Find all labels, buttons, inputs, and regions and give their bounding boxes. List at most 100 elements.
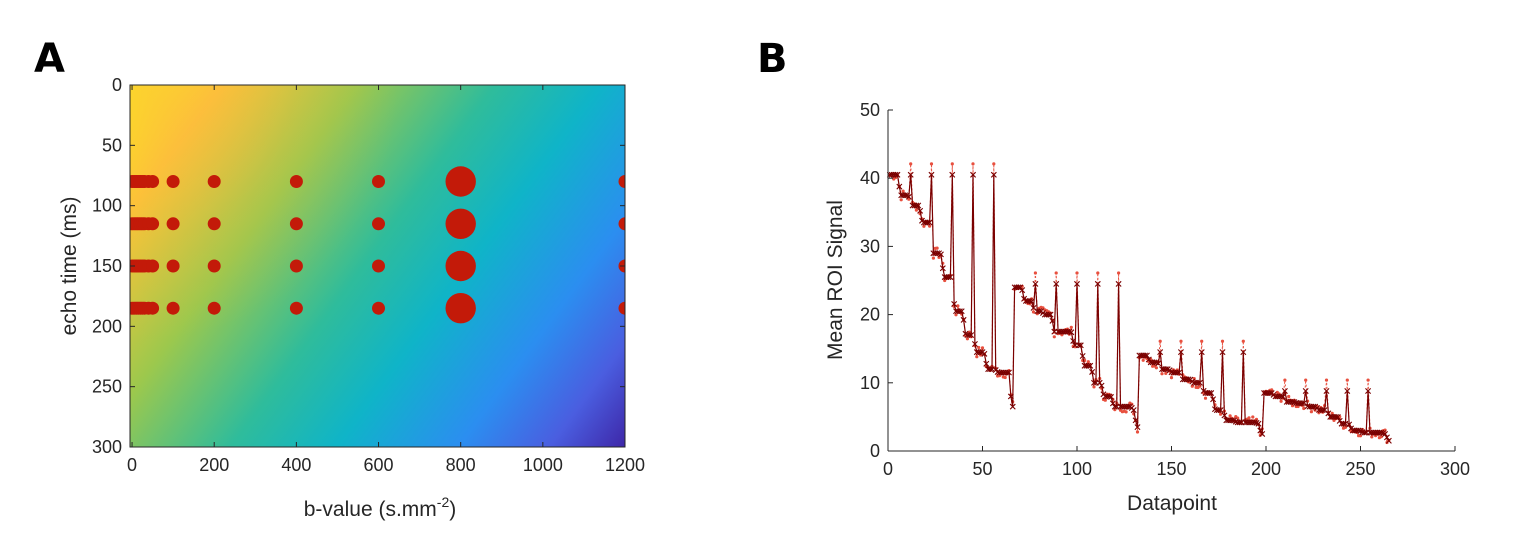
fitted-signal-marker [1157, 349, 1164, 356]
measured-signal-point [1052, 335, 1056, 339]
measured-signal-point [1251, 415, 1255, 419]
fitted-signal-marker [1087, 362, 1094, 369]
fitted-signal-marker [1015, 284, 1022, 291]
fitted-signal-marker [1125, 403, 1132, 410]
fitted-signal-marker [1336, 417, 1343, 424]
x-tick-label: 200 [199, 455, 229, 475]
fitted-signal-marker [1300, 400, 1307, 407]
panel-a-chart: 0 200 400 600 800 1000 1200050100150200250300 … [58, 75, 645, 521]
fitted-signal-marker [1228, 417, 1235, 424]
fitted-signal-marker [1310, 403, 1317, 410]
fitted-signal-marker [1280, 393, 1286, 400]
fitted-signal-marker [1291, 399, 1298, 406]
fitted-signal-marker [1217, 407, 1224, 414]
fitted-signal-marker [1026, 297, 1033, 304]
fitted-signal-marker [1281, 387, 1288, 394]
fitted-signal-marker [1206, 390, 1213, 397]
measured-signal-point [1324, 378, 1329, 382]
measured-signal-point [1075, 271, 1079, 275]
fitted-signal-marker [1259, 430, 1266, 437]
fitted-signal-marker [1094, 280, 1101, 287]
fitted-signal-marker [928, 171, 935, 178]
scatter-point [289, 301, 303, 315]
fitted-signal-marker [970, 171, 977, 178]
scatter-point [445, 208, 476, 239]
fitted-signal-marker [947, 274, 954, 281]
fitted-signal-marker [892, 171, 899, 178]
fitted-signal-marker [917, 207, 924, 214]
measured-signal-point [922, 224, 926, 228]
measured-signal-point [901, 189, 905, 193]
fitted-signal-marker [966, 332, 973, 339]
fitted-signal-marker [905, 193, 912, 200]
fitted-signal-marker [1111, 403, 1118, 410]
scatter-point [207, 301, 221, 315]
scatter-point [445, 293, 476, 324]
scatter-point [445, 250, 476, 282]
fitted-signal-marker [1009, 403, 1016, 410]
fitted-signal-marker [1108, 393, 1115, 400]
fitted-signal-marker [1007, 393, 1014, 400]
measured-signal-point [992, 162, 996, 166]
fitted-signal-marker [1346, 421, 1353, 428]
fitted-signal-marker [1302, 387, 1309, 394]
fitted-signal-marker [1255, 420, 1262, 427]
x-tick-label: 400 [281, 455, 311, 475]
fitted-signal-marker [1219, 349, 1226, 356]
measured-signal-point [1041, 306, 1045, 310]
measured-signal-point [899, 198, 903, 202]
fitted-signal-marker [1047, 311, 1054, 318]
fitted-signal-marker [1079, 353, 1086, 359]
measured-signal-point [1117, 271, 1121, 275]
fitted-signal-marker [1253, 419, 1260, 426]
fitted-signal-marker [945, 274, 952, 281]
x-tick-label: 150 [1156, 459, 1186, 479]
scatter-markers [130, 166, 625, 324]
fitted-signal-marker [1106, 393, 1113, 400]
fitted-signal-marker [1143, 352, 1150, 359]
fitted-signal-marker [1019, 287, 1026, 294]
measured-signal-point [935, 246, 939, 250]
scatter-point [166, 301, 180, 315]
y-tick-label: 100 [92, 196, 122, 216]
measured-signal-point [1379, 435, 1383, 439]
fitted-signal-marker [1196, 379, 1203, 386]
fitted-signal-marker [1378, 429, 1385, 436]
fitted-signal-marker [1005, 369, 1012, 376]
scatter-point [146, 217, 160, 231]
fitted-signal-marker [1194, 379, 1201, 386]
fitted-signal-marker [1089, 368, 1096, 375]
fitted-signal-marker [913, 202, 920, 209]
fitted-signal-marker [1298, 400, 1305, 407]
scatter-point [207, 175, 221, 188]
measured-signal-point [1069, 325, 1073, 329]
x-axis-title-a: b-value (s.mm-2) [304, 494, 456, 521]
fitted-signal-marker [981, 350, 988, 357]
series-group [886, 162, 1392, 445]
scatter-point [372, 301, 385, 315]
measured-signal-point [1164, 371, 1168, 375]
fitted-signal-marker [990, 171, 997, 178]
measured-signal-line [889, 163, 1390, 444]
fitted-signal-marker [924, 219, 931, 226]
y-tick-label: 30 [860, 236, 880, 256]
fitted-signal-marker [1240, 349, 1247, 356]
fitted-signal-marker [1257, 427, 1264, 434]
fitted-signal-marker [926, 219, 933, 226]
fitted-signal-marker [1070, 337, 1077, 344]
fitted-signal-marker [1319, 407, 1326, 414]
fitted-signal-marker [1074, 280, 1080, 287]
measured-signal-point [1290, 404, 1295, 408]
fitted-signal-marker [1028, 298, 1035, 305]
y-tick-label: 20 [860, 305, 880, 325]
y-tick-label: 250 [92, 377, 122, 397]
fitted-signal-marker [968, 332, 975, 339]
measured-signal-point [975, 355, 979, 359]
measured-signal-point [931, 256, 936, 260]
measured-signal-point [1179, 339, 1183, 343]
measured-signal-point [914, 208, 919, 212]
x-tick-label: 0 [127, 455, 137, 475]
measured-signal-point [1086, 360, 1090, 364]
x-tick-label: 100 [1062, 459, 1092, 479]
